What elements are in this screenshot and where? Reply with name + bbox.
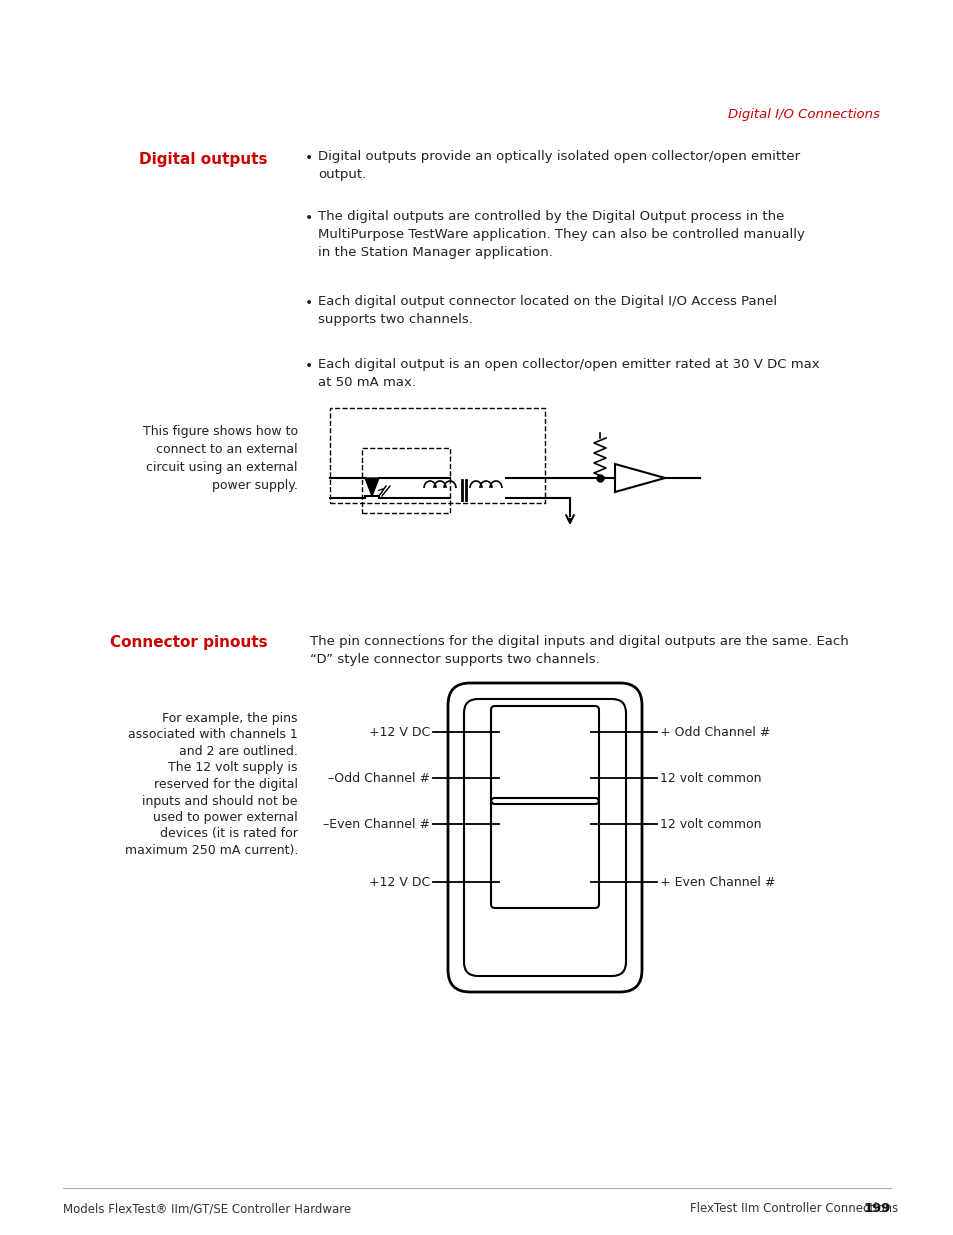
Text: + Even Channel #: + Even Channel #	[659, 876, 775, 888]
Circle shape	[555, 864, 590, 900]
FancyBboxPatch shape	[463, 699, 625, 976]
Text: Each digital output is an open collector/open emitter rated at 30 V DC max
at 50: Each digital output is an open collector…	[317, 358, 819, 389]
Text: –Odd Channel #: –Odd Channel #	[328, 772, 430, 784]
Text: •: •	[305, 296, 313, 310]
Text: inputs and should not be: inputs and should not be	[142, 794, 297, 808]
Text: –Even Channel #: –Even Channel #	[323, 818, 430, 830]
Circle shape	[595, 424, 604, 433]
Text: and 2 are outlined.: and 2 are outlined.	[179, 745, 297, 758]
Text: For example, the pins: For example, the pins	[162, 713, 297, 725]
Circle shape	[498, 806, 535, 842]
Text: Digital outputs: Digital outputs	[139, 152, 268, 167]
Text: The pin connections for the digital inputs and digital outputs are the same. Eac: The pin connections for the digital inpu…	[310, 635, 848, 666]
Circle shape	[498, 714, 535, 750]
Circle shape	[498, 864, 535, 900]
Text: This figure shows how to
connect to an external
circuit using an external
power : This figure shows how to connect to an e…	[143, 425, 297, 492]
Text: maximum 250 mA current).: maximum 250 mA current).	[125, 844, 297, 857]
Text: + Odd Channel #: + Odd Channel #	[659, 725, 770, 739]
Circle shape	[498, 760, 535, 797]
Text: The 12 volt supply is: The 12 volt supply is	[156, 762, 297, 774]
Text: devices (it is rated for: devices (it is rated for	[160, 827, 297, 841]
Text: •: •	[305, 359, 313, 373]
Text: FlexTest IIm Controller Connections: FlexTest IIm Controller Connections	[689, 1202, 898, 1215]
Text: 12 volt common: 12 volt common	[659, 818, 760, 830]
Text: +12 V DC: +12 V DC	[369, 876, 430, 888]
Text: used to power external: used to power external	[153, 811, 297, 824]
Text: +12 V DC: +12 V DC	[369, 725, 430, 739]
Circle shape	[555, 714, 590, 750]
Bar	[330, 408, 544, 503]
Text: Each digital output connector located on the Digital I/O Access Panel
supports t: Each digital output connector located on…	[317, 295, 777, 326]
Text: associated with channels 1: associated with channels 1	[128, 729, 297, 741]
Text: Models FlexTest® IIm/GT/SE Controller Hardware: Models FlexTest® IIm/GT/SE Controller Ha…	[63, 1202, 351, 1215]
Text: Digital I/O Connections: Digital I/O Connections	[727, 107, 879, 121]
Text: The digital outputs are controlled by the Digital Output process in the
MultiPur: The digital outputs are controlled by th…	[317, 210, 804, 259]
Text: 199: 199	[862, 1202, 890, 1215]
Bar	[361, 448, 450, 513]
Circle shape	[555, 760, 590, 797]
Text: •: •	[305, 211, 313, 225]
Polygon shape	[365, 478, 378, 496]
Circle shape	[555, 806, 590, 842]
Text: •: •	[305, 151, 313, 165]
Polygon shape	[615, 464, 664, 492]
FancyBboxPatch shape	[448, 683, 641, 992]
Text: Connector pinouts: Connector pinouts	[111, 635, 268, 650]
Text: reserved for the digital: reserved for the digital	[153, 778, 297, 790]
Text: 12 volt common: 12 volt common	[659, 772, 760, 784]
Text: Digital outputs provide an optically isolated open collector/open emitter
output: Digital outputs provide an optically iso…	[317, 149, 800, 182]
